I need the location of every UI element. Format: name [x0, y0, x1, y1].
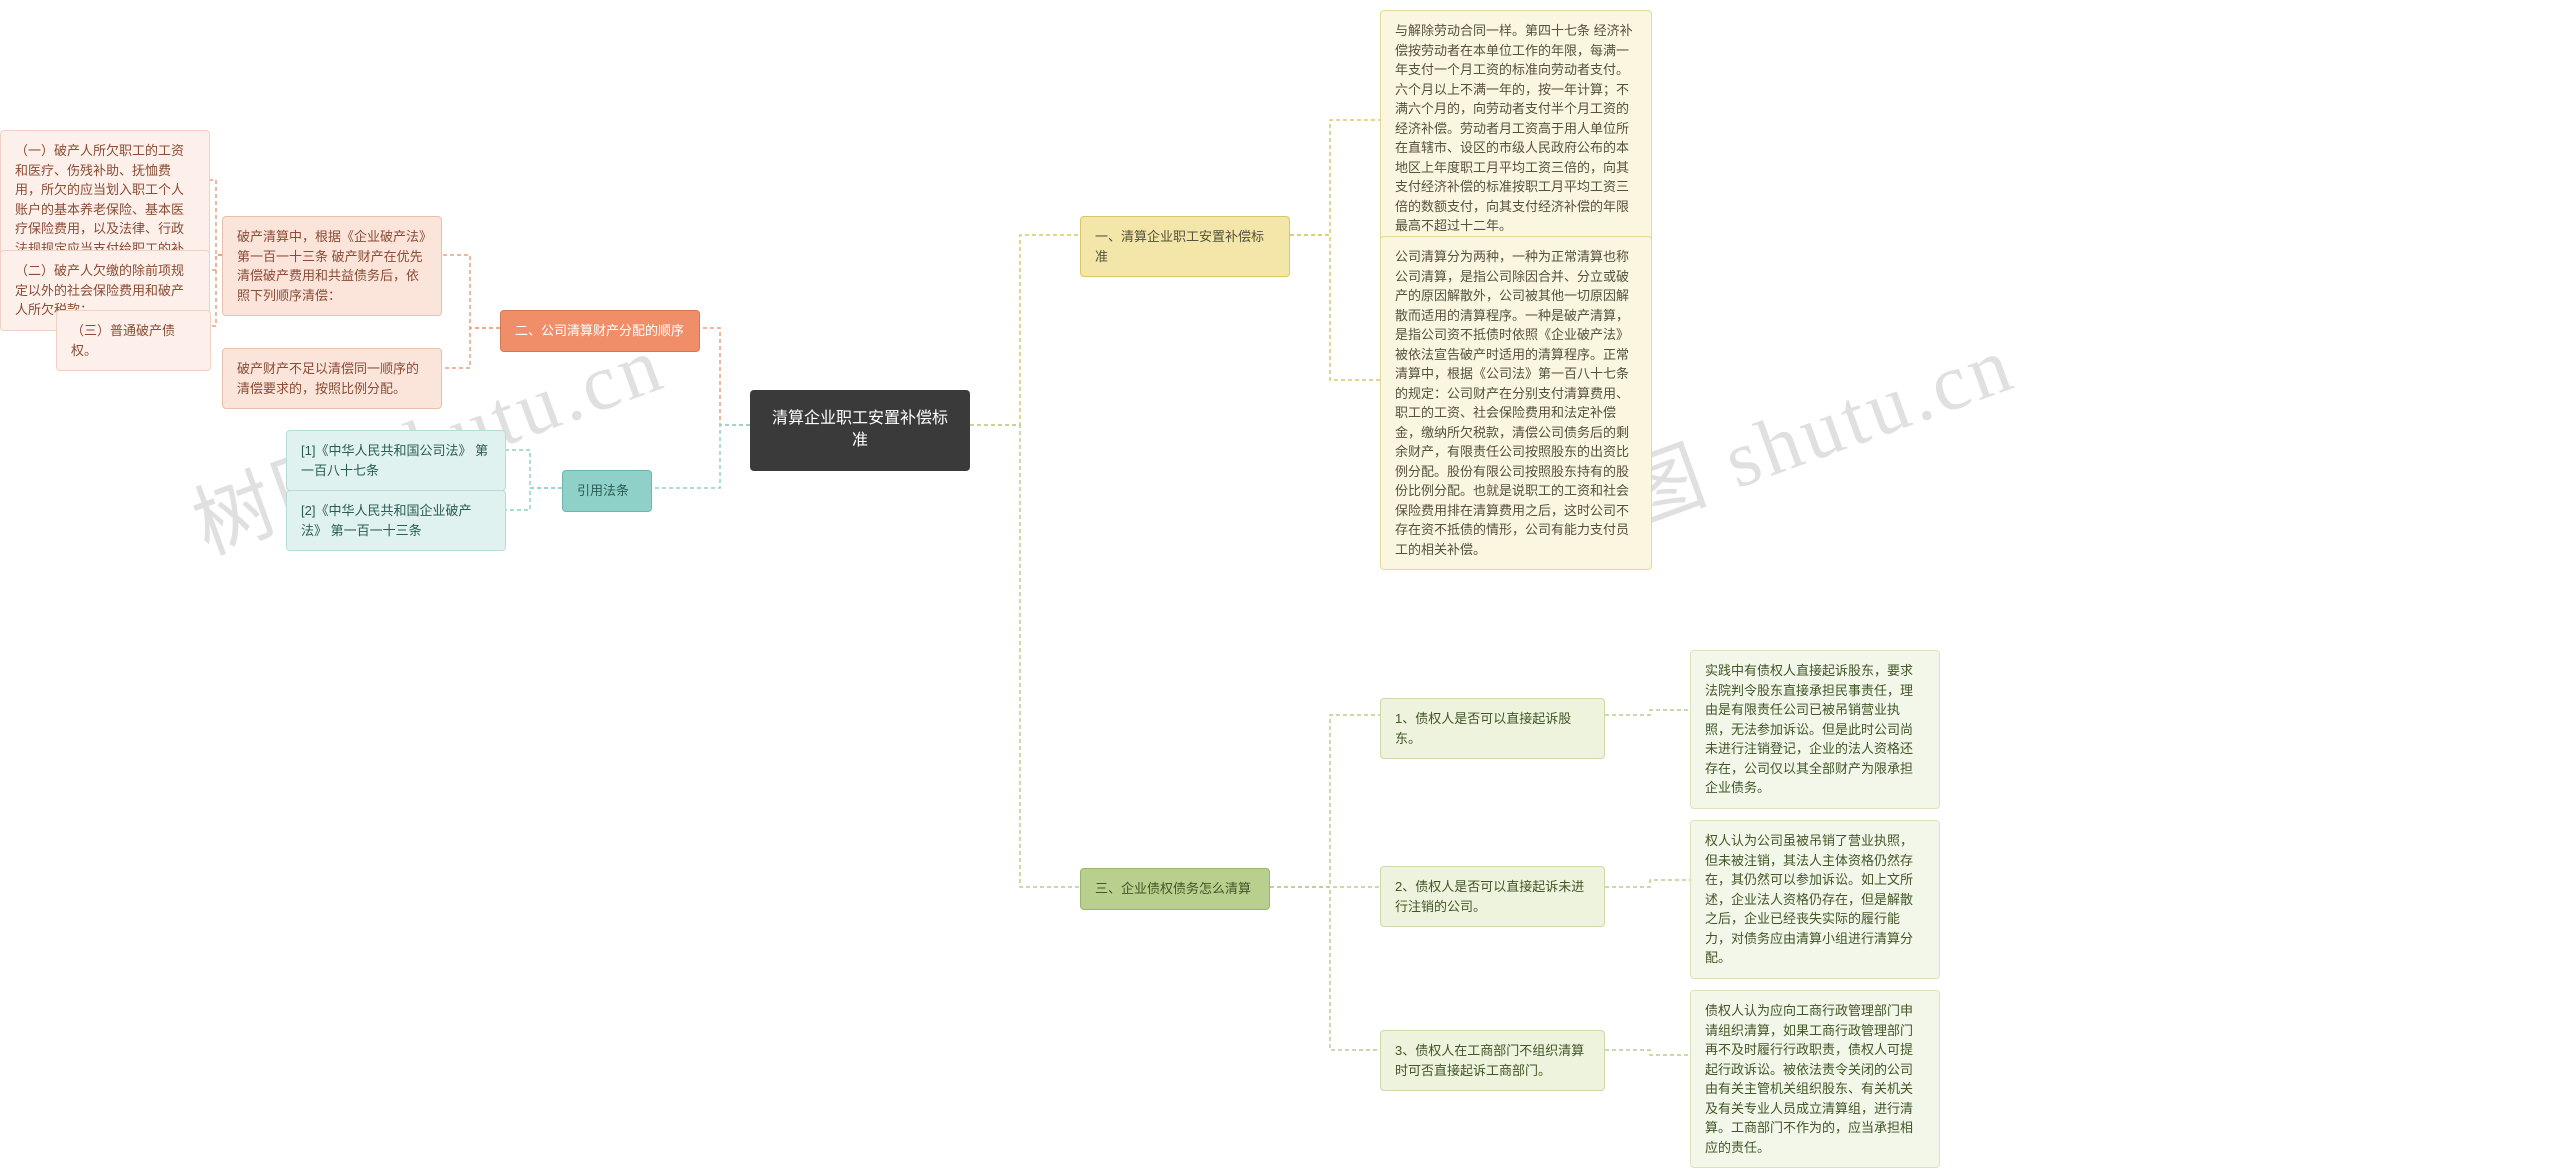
- node-l1: 二、公司清算财产分配的顺序: [500, 310, 700, 352]
- node-l1a: 破产清算中，根据《企业破产法》第一百一十三条 破产财产在优先清偿破产费用和共益债…: [222, 216, 442, 316]
- node-l2: 引用法条: [562, 470, 652, 512]
- connector-layer: [0, 0, 2560, 1176]
- node-l2b: [2]《中华人民共和国企业破产法》 第一百一十三条: [286, 490, 506, 551]
- node-r2a: 1、债权人是否可以直接起诉股东。: [1380, 698, 1605, 759]
- node-r1b: 公司清算分为两种，一种为正常清算也称公司清算，是指公司除因合并、分立或破产的原因…: [1380, 236, 1652, 570]
- node-l1b: 破产财产不足以清偿同一顺序的清偿要求的，按照比例分配。: [222, 348, 442, 409]
- node-l2a: [1]《中华人民共和国公司法》 第一百八十七条: [286, 430, 506, 491]
- node-r1: 一、清算企业职工安置补偿标准: [1080, 216, 1290, 277]
- root-node: 清算企业职工安置补偿标 准: [750, 390, 970, 471]
- node-r2: 三、企业债权债务怎么清算: [1080, 868, 1270, 910]
- node-r2bT: 权人认为公司虽被吊销了营业执照，但未被注销，其法人主体资格仍然存在，其仍然可以参…: [1690, 820, 1940, 979]
- node-r2aT: 实践中有债权人直接起诉股东，要求法院判令股东直接承担民事责任，理由是有限责任公司…: [1690, 650, 1940, 809]
- node-r1a: 与解除劳动合同一样。第四十七条 经济补偿按劳动者在本单位工作的年限，每满一年支付…: [1380, 10, 1652, 247]
- node-r2b: 2、债权人是否可以直接起诉未进行注销的公司。: [1380, 866, 1605, 927]
- node-r2c: 3、债权人在工商部门不组织清算时可否直接起诉工商部门。: [1380, 1030, 1605, 1091]
- node-l1a3: （三）普通破产债权。: [56, 310, 211, 371]
- node-r2cT: 债权人认为应向工商行政管理部门申请组织清算，如果工商行政管理部门再不及时履行行政…: [1690, 990, 1940, 1168]
